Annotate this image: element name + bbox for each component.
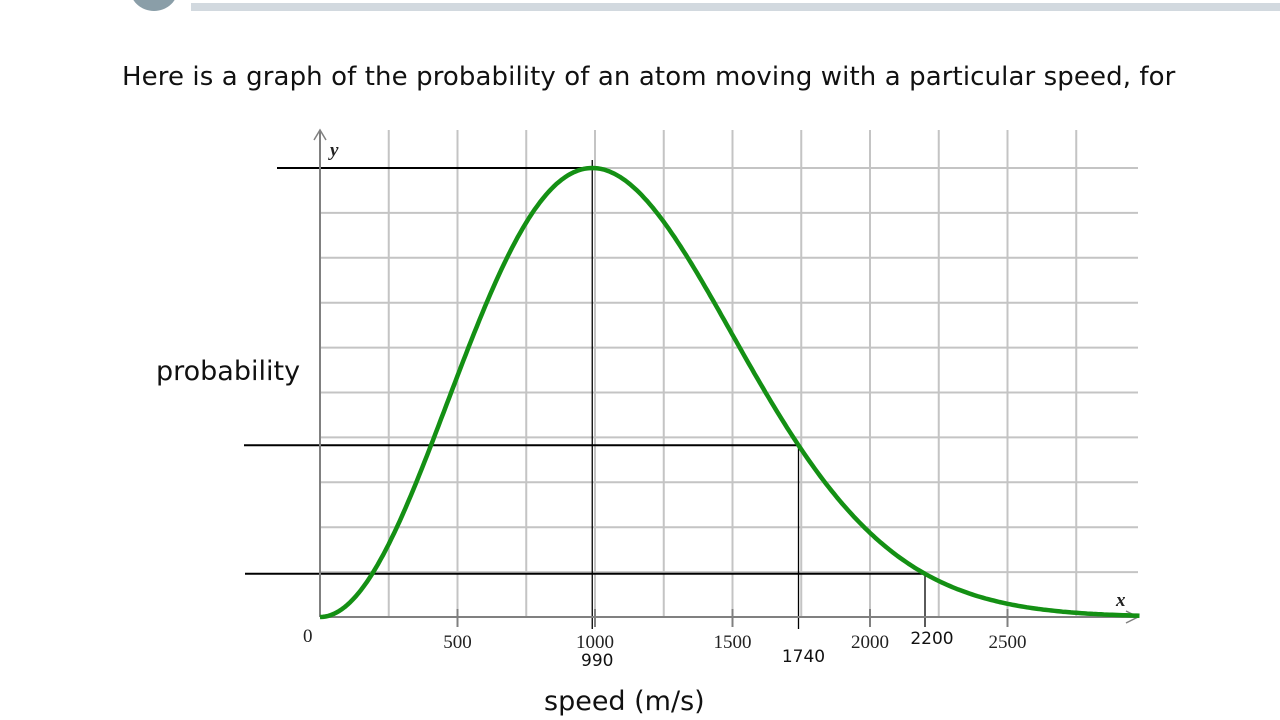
y-axis-name: y: [328, 140, 339, 161]
svg-text:2200: 2200: [910, 629, 953, 649]
chart-grid: [320, 130, 1138, 617]
x-axis-name: x: [1115, 590, 1126, 611]
x-tick-labels: 500 1000 1500 2000 2500: [443, 632, 1026, 653]
svg-text:990: 990: [581, 651, 613, 671]
top-decorative-bar: [191, 3, 1280, 11]
top-decorative-circle: [130, 0, 178, 11]
origin-label: 0: [303, 626, 313, 647]
svg-text:2500: 2500: [989, 632, 1027, 653]
svg-text:500: 500: [443, 632, 472, 653]
svg-text:1000: 1000: [576, 632, 614, 653]
x-axis-label: speed (m/s): [544, 686, 705, 717]
chart-axes: [313, 128, 1140, 627]
probability-curve: [319, 165, 1140, 620]
guide-lines: [244, 160, 926, 629]
svg-text:1740: 1740: [782, 647, 825, 667]
svg-text:1500: 1500: [714, 632, 752, 653]
intro-text: Here is a graph of the probability of an…: [122, 62, 1176, 92]
svg-text:2000: 2000: [851, 632, 889, 653]
handwritten-annotations: 990 1740 2200: [581, 629, 954, 671]
y-axis-label: probability: [156, 356, 301, 387]
